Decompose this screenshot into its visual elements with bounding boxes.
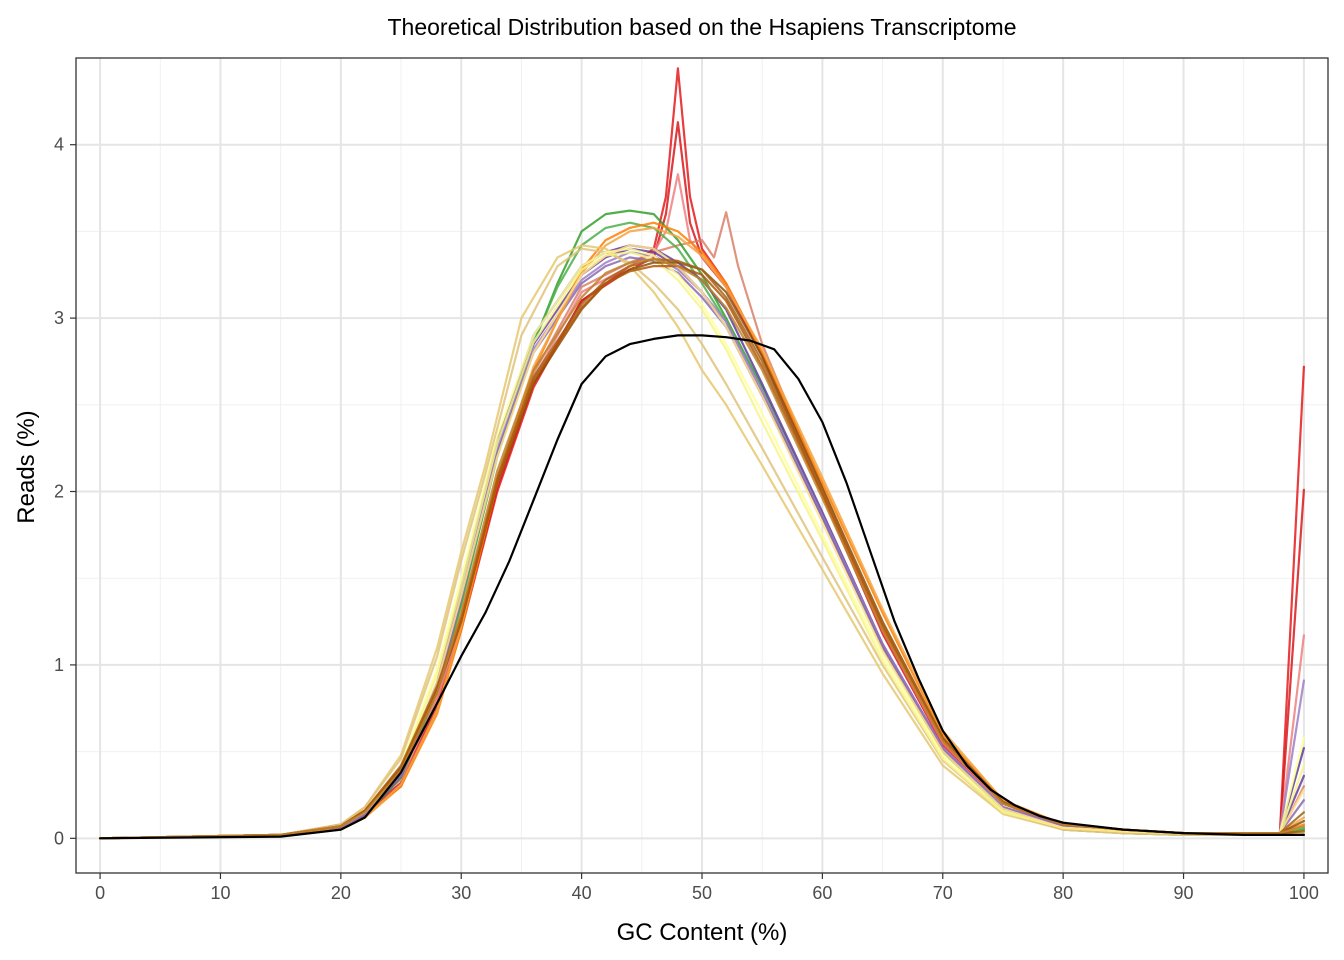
x-tick-label: 40 bbox=[572, 883, 592, 903]
x-tick-label: 50 bbox=[692, 883, 712, 903]
series-layer bbox=[99, 67, 1305, 840]
y-tick-label: 2 bbox=[54, 482, 64, 502]
chart-title: Theoretical Distribution based on the Hs… bbox=[388, 14, 1017, 40]
y-axis-title: Reads (%) bbox=[13, 410, 40, 523]
sample-line-14 bbox=[99, 247, 1305, 840]
x-tick-label: 30 bbox=[451, 883, 471, 903]
x-tick-label: 100 bbox=[1289, 883, 1319, 903]
grid-lines bbox=[76, 58, 1328, 873]
x-axis: 0 10 20 30 40 50 60 70 80 90 100 bbox=[95, 873, 1319, 903]
x-tick-label: 20 bbox=[331, 883, 351, 903]
x-tick-label: 60 bbox=[812, 883, 832, 903]
y-tick-label: 4 bbox=[54, 135, 64, 155]
y-tick-label: 3 bbox=[54, 308, 64, 328]
y-tick-label: 1 bbox=[54, 655, 64, 675]
x-tick-label: 10 bbox=[210, 883, 230, 903]
theoretical-distribution-line bbox=[99, 334, 1305, 840]
x-tick-label: 70 bbox=[933, 883, 953, 903]
y-tick-label: 0 bbox=[54, 828, 64, 848]
x-tick-label: 0 bbox=[95, 883, 105, 903]
x-tick-label: 80 bbox=[1053, 883, 1073, 903]
x-tick-label: 90 bbox=[1174, 883, 1194, 903]
y-axis: 0 1 2 3 4 bbox=[54, 135, 76, 848]
x-axis-title: GC Content (%) bbox=[617, 919, 788, 946]
